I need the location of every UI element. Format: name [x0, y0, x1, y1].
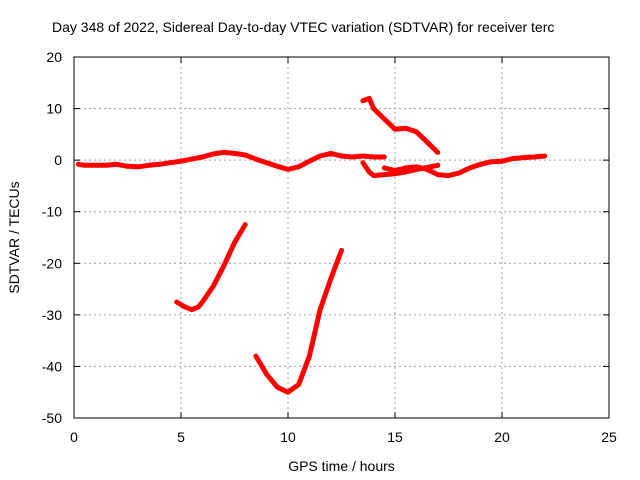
x-tick-label: 25: [601, 429, 617, 445]
y-tick-label: -30: [42, 307, 62, 323]
series-arc-main-2: [381, 153, 548, 179]
y-tick-label: -50: [42, 410, 62, 426]
x-tick-label: 10: [280, 429, 296, 445]
y-tick-label: 10: [46, 101, 62, 117]
x-tick-label: 20: [494, 429, 510, 445]
series-arc-high: [360, 95, 441, 155]
series-arc-dip-1: [360, 160, 441, 179]
ticks: [73, 56, 610, 419]
x-tick-label: 5: [177, 429, 185, 445]
series-layer: [75, 95, 548, 395]
y-tick-label: 0: [54, 152, 62, 168]
tick-labels: 0 5 10 15 20 25 -50 -40 -30 -20 -10 0 10 20: [42, 49, 617, 445]
x-axis-title: GPS time / hours: [288, 458, 395, 474]
y-tick-label: 20: [46, 49, 62, 65]
y-tick-label: -10: [42, 204, 62, 220]
chart-title: Day 348 of 2022, Sidereal Day-to-day VTE…: [52, 19, 554, 35]
series-arc-low-2: [253, 247, 344, 395]
x-tick-label: 15: [387, 429, 403, 445]
y-axis-title: SDTVAR / TECUs: [6, 181, 22, 293]
series-arc-low-1: [174, 222, 248, 313]
grid: [74, 57, 609, 418]
y-tick-label: -40: [42, 358, 62, 374]
series-arc-main-1: [75, 149, 387, 172]
x-tick-label: 0: [70, 429, 78, 445]
plot-frame: [73, 56, 610, 419]
y-tick-label: -20: [42, 255, 62, 271]
